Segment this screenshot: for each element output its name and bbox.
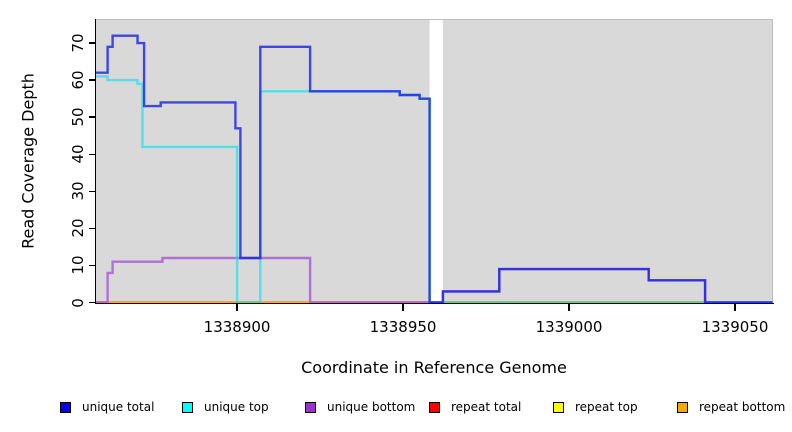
- legend-item-unique-top: unique top: [182, 396, 269, 418]
- y-tick-label: 0: [69, 297, 87, 308]
- x-axis-line: [94, 302, 774, 304]
- x-tick-label: 1338900: [203, 318, 271, 336]
- x-tick-label: 1338950: [369, 318, 437, 336]
- unique-total-line: [96, 34, 773, 303]
- x-axis-title: Coordinate in Reference Genome: [301, 358, 567, 377]
- y-tick-label: 10: [69, 255, 87, 275]
- masked-region: [429, 20, 443, 303]
- legend-item-repeat-top: repeat top: [553, 396, 638, 418]
- unique-total-swatch-icon: [60, 401, 71, 413]
- legend-item-repeat-total: repeat total: [429, 396, 521, 418]
- legend-label: repeat top: [575, 400, 638, 414]
- x-tick-label: 1339050: [701, 318, 769, 336]
- y-tick-label: 70: [69, 33, 87, 53]
- legend-item-unique-total: unique total: [60, 396, 154, 418]
- legend-label: repeat bottom: [699, 400, 786, 414]
- legend: unique total unique top unique bottom repea…: [0, 396, 792, 420]
- y-tick: [88, 79, 96, 81]
- unique-top-swatch-icon: [182, 401, 193, 413]
- coverage-step-plot: [96, 20, 773, 303]
- y-tick: [88, 264, 96, 267]
- legend-label: unique total: [82, 400, 155, 414]
- y-tick-label: 60: [69, 70, 87, 90]
- y-tick: [88, 42, 96, 44]
- legend-label: repeat total: [451, 400, 522, 414]
- y-tick-label: 40: [69, 144, 87, 164]
- y-tick: [88, 227, 96, 230]
- y-tick-label: 50: [69, 107, 87, 127]
- legend-label: unique bottom: [327, 400, 416, 414]
- legend-label: unique top: [204, 400, 269, 414]
- y-axis-title: Read Coverage Depth: [18, 73, 38, 249]
- x-tick: [734, 304, 736, 311]
- y-tick-label: 20: [69, 218, 87, 238]
- unique-bottom-swatch-icon: [305, 401, 316, 413]
- repeat-total-swatch-icon: [429, 401, 440, 413]
- legend-item-unique-bottom: unique bottom: [305, 396, 415, 418]
- y-axis-line: [94, 19, 96, 304]
- x-tick: [236, 304, 238, 311]
- x-tick: [568, 304, 570, 311]
- y-tick: [88, 301, 96, 304]
- y-tick: [88, 116, 96, 118]
- legend-item-repeat-bottom: repeat bottom: [677, 396, 785, 418]
- y-tick: [88, 153, 96, 155]
- x-tick-label: 1339000: [535, 318, 603, 336]
- y-tick: [88, 190, 96, 193]
- repeat-top-swatch-icon: [553, 401, 564, 413]
- x-tick: [402, 304, 404, 311]
- y-tick-label: 30: [69, 181, 87, 201]
- repeat-bottom-swatch-icon: [677, 401, 688, 413]
